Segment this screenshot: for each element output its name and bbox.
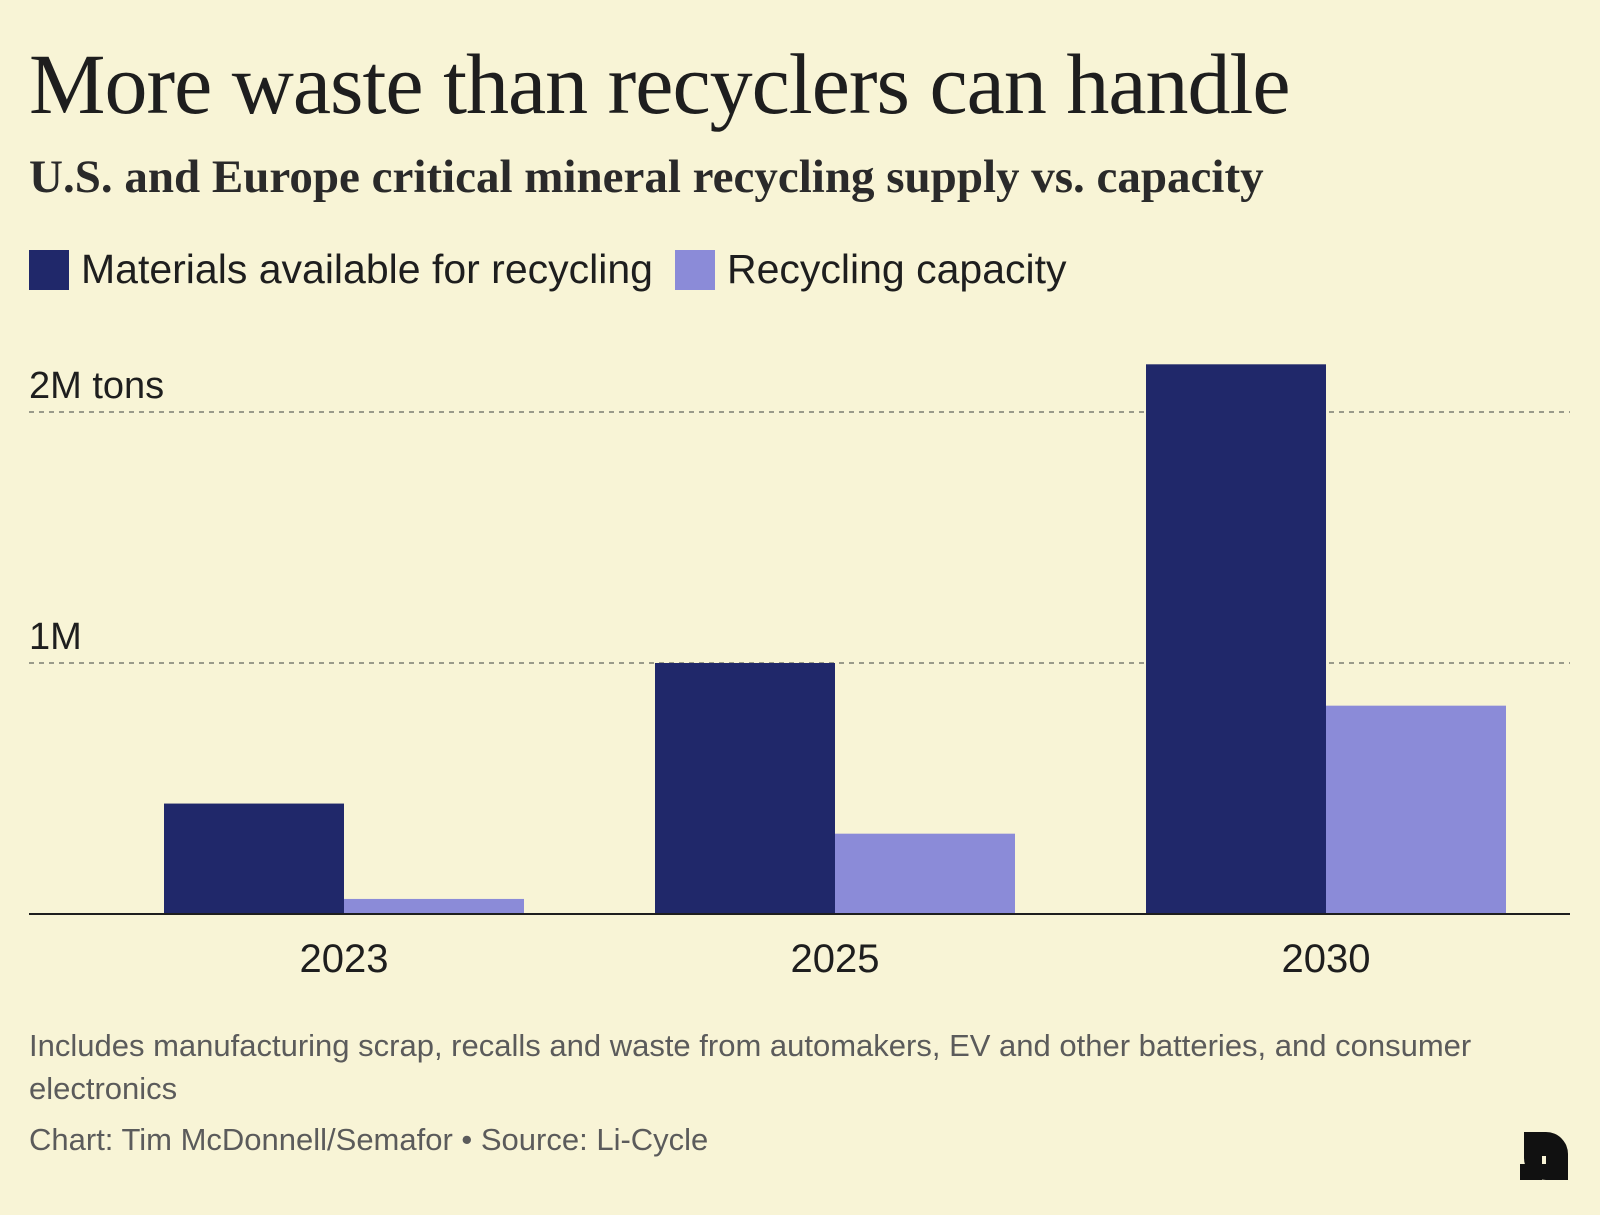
bar-capacity-2030 bbox=[1326, 705, 1506, 914]
legend-swatch-materials bbox=[29, 249, 69, 290]
semafor-logo-icon bbox=[1520, 1132, 1568, 1180]
bar-materials-2025 bbox=[655, 663, 835, 914]
legend-label-materials: Materials available for recycling bbox=[81, 246, 653, 292]
x-tick-label: 2025 bbox=[791, 937, 880, 981]
x-tick-label: 2030 bbox=[1282, 937, 1371, 981]
y-tick-label: 1M bbox=[29, 616, 82, 658]
y-tick-label: 2M tons bbox=[29, 365, 164, 407]
legend-item-capacity: Recycling capacity bbox=[674, 246, 1067, 293]
chart-title: More waste than recyclers can handle bbox=[29, 36, 1291, 132]
bar-capacity-2023 bbox=[344, 898, 524, 914]
legend-label-capacity: Recycling capacity bbox=[726, 246, 1067, 292]
bar-chart: 2M tons 1M 2023 2025 2030 bbox=[29, 364, 1570, 981]
legend-swatch-capacity bbox=[674, 249, 715, 290]
chart-subtitle: U.S. and Europe critical mineral recycli… bbox=[29, 151, 1264, 203]
bar-materials-2030 bbox=[1146, 364, 1326, 914]
bar-materials-2023 bbox=[164, 803, 344, 914]
x-tick-label: 2023 bbox=[300, 937, 389, 981]
legend-item-materials: Materials available for recycling bbox=[29, 246, 653, 293]
chart-footnote: Includes manufacturing scrap, recalls an… bbox=[29, 1028, 1472, 1106]
bar-capacity-2025 bbox=[835, 833, 1015, 914]
chart-credit: Chart: Tim McDonnell/Semafor • Source: L… bbox=[29, 1122, 709, 1157]
legend: Materials available for recycling Recycl… bbox=[29, 246, 1089, 293]
